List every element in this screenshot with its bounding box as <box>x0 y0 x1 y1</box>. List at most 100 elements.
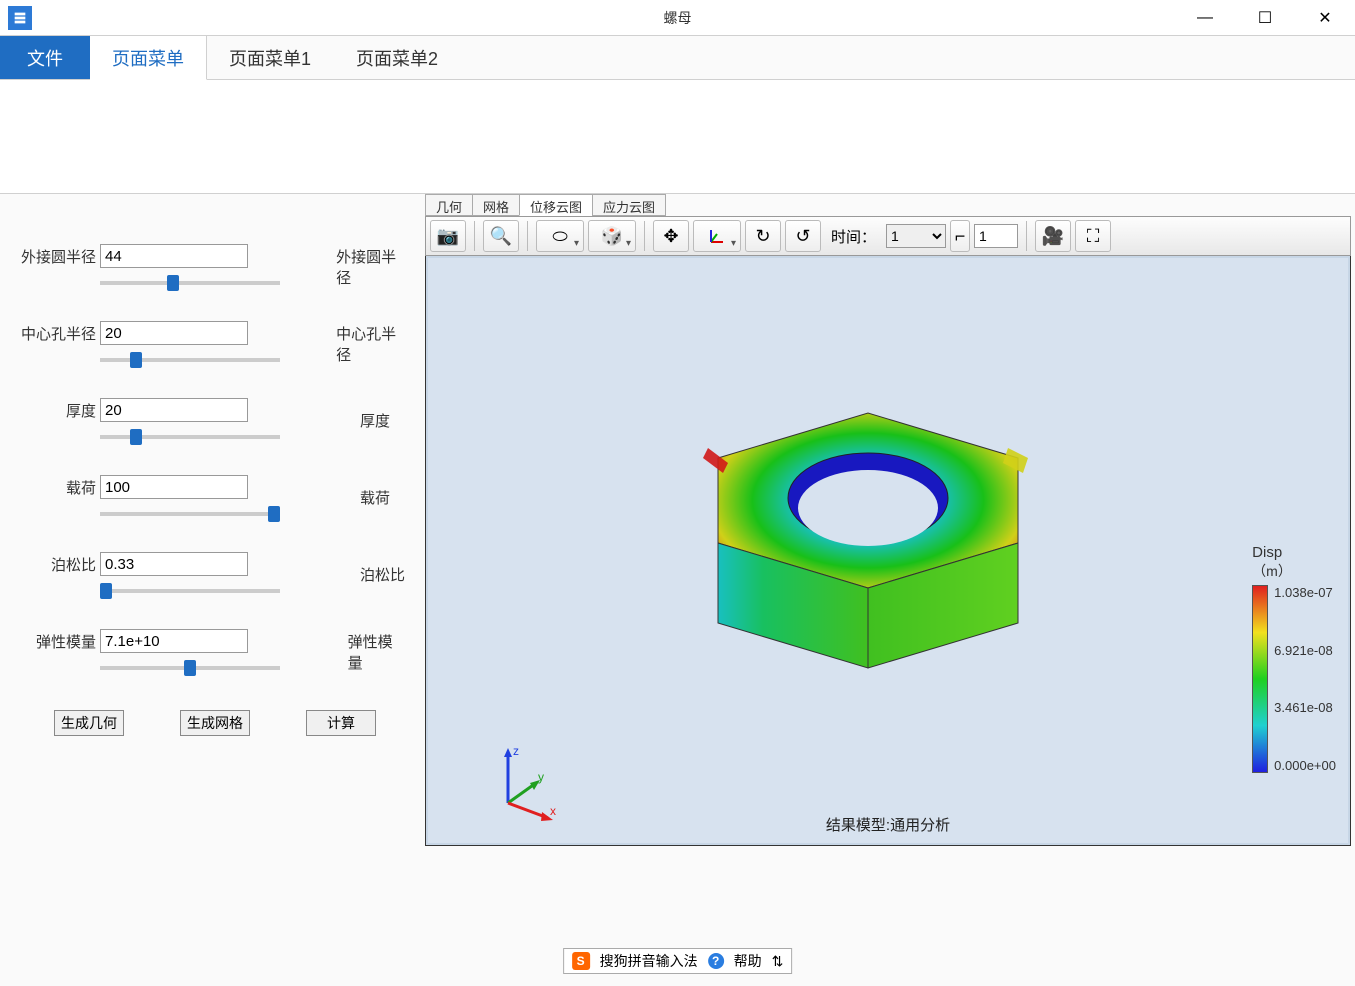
param-right-label: 外接圆半径 <box>336 246 405 288</box>
video-icon: 🎥 <box>1042 226 1064 247</box>
ime-menu-button[interactable]: ⇅ <box>772 953 784 970</box>
time-select[interactable]: 1 <box>886 224 946 248</box>
param-slider-0[interactable] <box>100 281 280 285</box>
fullscreen-button[interactable]: ⛶ <box>1075 220 1111 252</box>
param-input-2[interactable] <box>100 398 248 422</box>
param-label: 中心孔半径 <box>20 323 96 344</box>
param-input-5[interactable] <box>100 629 248 653</box>
param-slider-3[interactable] <box>100 512 280 516</box>
zoom-button[interactable]: 🔍 <box>483 220 519 252</box>
close-button[interactable]: ✕ <box>1295 0 1355 35</box>
move-icon: ✥ <box>663 226 678 247</box>
compute-button[interactable]: 计算 <box>306 710 376 736</box>
param-input-3[interactable] <box>100 475 248 499</box>
svg-text:x: x <box>550 804 556 818</box>
param-input-1[interactable] <box>100 321 248 345</box>
hex-nut-model <box>608 378 1068 698</box>
maximize-button[interactable]: ☐ <box>1235 0 1295 35</box>
step-icon: ⌐ <box>955 226 966 247</box>
pan-button[interactable]: ✥ <box>653 220 689 252</box>
time-label: 时间： <box>831 226 876 247</box>
rotate-ccw-button[interactable]: ↺ <box>785 220 821 252</box>
ribbon-area <box>0 80 1355 194</box>
expand-icon: ⛶ <box>1087 226 1100 247</box>
param-slider-4[interactable] <box>100 589 280 593</box>
main-area: 几何 网格 位移云图 应力云图 📷 🔍 ⬭ 🎲 ✥ ↻ ↺ 时间： <box>425 194 1355 985</box>
legend-tick: 1.038e-07 <box>1274 585 1336 600</box>
param-row: 中心孔半径 中心孔半径 <box>20 321 405 366</box>
toolbar-separator <box>644 221 645 251</box>
viewport-toolbar: 📷 🔍 ⬭ 🎲 ✥ ↻ ↺ 时间： 1 ⌐ 🎥 ⛶ <box>425 216 1351 256</box>
view-tab-geometry[interactable]: 几何 <box>425 194 473 216</box>
param-right-label: 弹性模量 <box>348 631 405 673</box>
legend-tick: 6.921e-08 <box>1274 643 1336 658</box>
camera-icon: 📷 <box>437 226 459 247</box>
svg-text:y: y <box>538 770 544 784</box>
param-right-label: 载荷 <box>360 487 390 508</box>
viewport-3d[interactable]: z y x Disp （m） 1.038e-07 <box>425 256 1351 846</box>
legend-tick: 0.000e+00 <box>1274 758 1336 773</box>
rotate-cw-button[interactable]: ↻ <box>745 220 781 252</box>
tab-page-menu[interactable]: 页面菜单 <box>90 36 207 80</box>
generate-geometry-button[interactable]: 生成几何 <box>54 710 124 736</box>
param-right-label: 泊松比 <box>360 564 405 585</box>
record-button[interactable]: 🎥 <box>1035 220 1071 252</box>
menu-bar: 文件 页面菜单 页面菜单1 页面菜单2 <box>0 36 1355 80</box>
legend-tick: 3.461e-08 <box>1274 700 1336 715</box>
rotate-cw-icon: ↻ <box>755 226 770 247</box>
param-label: 厚度 <box>20 400 96 421</box>
generate-mesh-button[interactable]: 生成网格 <box>180 710 250 736</box>
color-legend: Disp （m） 1.038e-07 6.921e-08 3.461e-08 0… <box>1252 544 1336 773</box>
rotate-ccw-icon: ↺ <box>795 226 810 247</box>
ime-toolbar[interactable]: S 搜狗拼音输入法 ? 帮助 ⇅ <box>563 948 793 974</box>
legend-ticks: 1.038e-07 6.921e-08 3.461e-08 0.000e+00 <box>1274 585 1336 773</box>
axes-dropdown[interactable] <box>693 220 741 252</box>
param-row: 泊松比 泊松比 <box>20 552 405 597</box>
param-input-4[interactable] <box>100 552 248 576</box>
view-tabs: 几何 网格 位移云图 应力云图 <box>425 194 1351 216</box>
minimize-button[interactable]: — <box>1175 0 1235 35</box>
view-tab-mesh[interactable]: 网格 <box>472 194 520 216</box>
axis-gizmo: z y x <box>488 743 568 823</box>
app-icon <box>8 6 32 30</box>
frame-spinner[interactable] <box>974 224 1018 248</box>
time-step-button[interactable]: ⌐ <box>950 220 970 252</box>
camera-snapshot-button[interactable]: 📷 <box>430 220 466 252</box>
view-mode-dropdown[interactable]: ⬭ <box>536 220 584 252</box>
param-slider-5[interactable] <box>100 666 280 670</box>
toolbar-separator <box>527 221 528 251</box>
view-tab-displacement[interactable]: 位移云图 <box>519 194 593 216</box>
tab-page-menu2[interactable]: 页面菜单2 <box>334 36 461 79</box>
ime-name: 搜狗拼音输入法 <box>600 951 698 971</box>
tab-page-menu1[interactable]: 页面菜单1 <box>207 36 334 79</box>
color-cube-dropdown[interactable]: 🎲 <box>588 220 636 252</box>
sphere-icon: ⬭ <box>552 226 567 247</box>
title-bar: 螺母 — ☐ ✕ <box>0 0 1355 36</box>
param-label: 弹性模量 <box>20 631 96 652</box>
axes-icon <box>707 226 727 246</box>
param-slider-2[interactable] <box>100 435 280 439</box>
window-controls: — ☐ ✕ <box>1175 0 1355 35</box>
window-title: 螺母 <box>664 8 692 28</box>
param-row: 弹性模量 弹性模量 <box>20 629 405 674</box>
param-label: 泊松比 <box>20 554 96 575</box>
sogou-icon: S <box>572 952 590 970</box>
svg-text:z: z <box>513 744 519 758</box>
viewport-canvas[interactable]: z y x Disp （m） 1.038e-07 <box>428 258 1348 843</box>
param-slider-1[interactable] <box>100 358 280 362</box>
legend-colorbar <box>1252 585 1268 773</box>
legend-unit: （m） <box>1252 561 1336 581</box>
file-menu[interactable]: 文件 <box>0 36 90 79</box>
param-label: 外接圆半径 <box>20 246 96 267</box>
param-right-label: 中心孔半径 <box>336 323 405 365</box>
view-tab-stress[interactable]: 应力云图 <box>592 194 666 216</box>
param-row: 外接圆半径 外接圆半径 <box>20 244 405 289</box>
param-row: 厚度 厚度 <box>20 398 405 443</box>
ime-help-label[interactable]: 帮助 <box>734 951 762 971</box>
cube-icon: 🎲 <box>601 226 623 247</box>
help-icon: ? <box>708 953 724 969</box>
param-input-0[interactable] <box>100 244 248 268</box>
toolbar-separator <box>474 221 475 251</box>
legend-title: Disp <box>1252 544 1336 561</box>
param-right-label: 厚度 <box>360 410 390 431</box>
